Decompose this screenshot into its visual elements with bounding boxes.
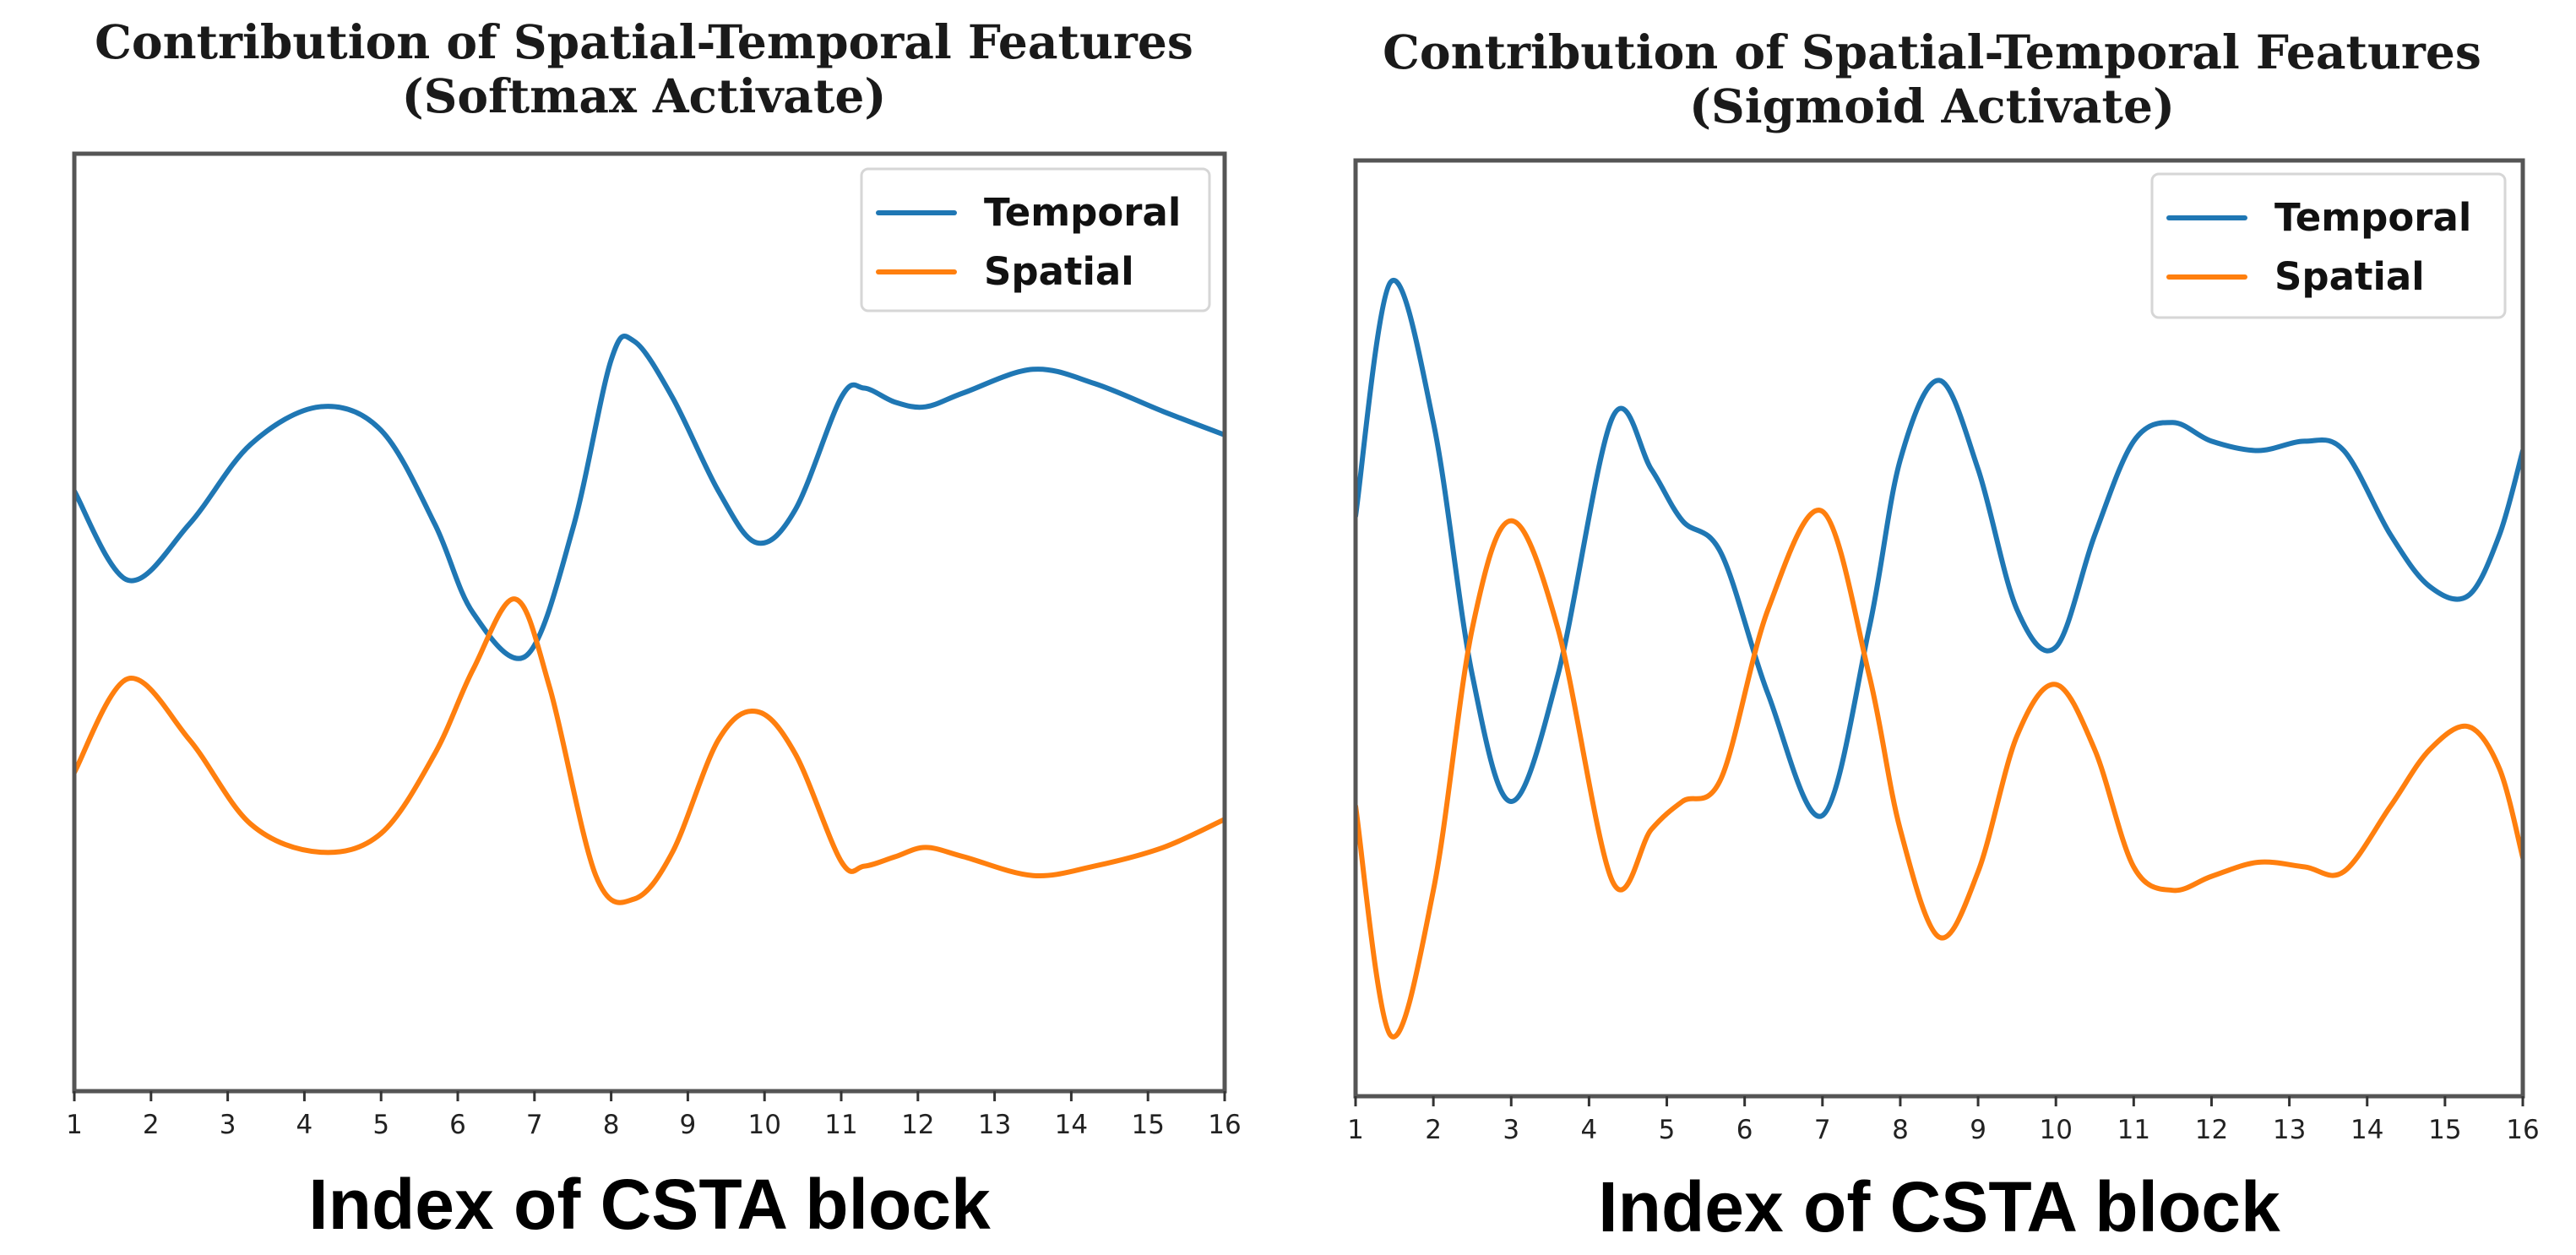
- x-tick-label: 16: [2506, 1115, 2539, 1145]
- x-tick-label: 3: [1503, 1115, 1519, 1145]
- x-tick-label: 4: [296, 1110, 313, 1140]
- x-tick-label: 5: [372, 1110, 389, 1140]
- x-tick-label: 12: [901, 1110, 934, 1140]
- legend: Temporal Spatial: [860, 167, 1211, 312]
- series-line-spatial: [74, 596, 1225, 905]
- series-line-temporal: [74, 334, 1225, 661]
- x-tick-label: 9: [1970, 1115, 1986, 1145]
- chart-title: Contribution of Spatial-Temporal Feature…: [0, 15, 1288, 123]
- plot-frame: [1353, 158, 2525, 1099]
- chart-title-line: Contribution of Spatial-Temporal Feature…: [95, 14, 1193, 69]
- x-tick-label: 15: [2428, 1115, 2461, 1145]
- legend-label-spatial: Spatial: [984, 249, 1134, 294]
- chart-title: Contribution of Spatial-Temporal Feature…: [1288, 25, 2576, 133]
- x-tick-label: 2: [143, 1110, 160, 1140]
- x-tick-label: 16: [1208, 1110, 1241, 1140]
- x-tick-label: 13: [978, 1110, 1011, 1140]
- plot-frame: [72, 151, 1227, 1094]
- x-axis-label: Index of CSTA block: [1598, 1167, 2280, 1247]
- chart-title-line: Contribution of Spatial-Temporal Feature…: [1383, 24, 2481, 79]
- x-tick-label: 9: [680, 1110, 697, 1140]
- x-tick-label: 13: [2273, 1115, 2306, 1145]
- x-tick-label: 1: [1347, 1115, 1364, 1145]
- x-tick-label: 6: [1736, 1115, 1753, 1145]
- legend-label-temporal: Temporal: [984, 190, 1181, 235]
- x-tick-label: 2: [1425, 1115, 1442, 1145]
- x-tick-label: 7: [526, 1110, 543, 1140]
- x-axis-label: Index of CSTA block: [308, 1165, 991, 1244]
- x-tick-label: 3: [220, 1110, 236, 1140]
- chart-subtitle-line: (Sigmoid Activate): [1689, 79, 2175, 133]
- x-tick-label: 4: [1581, 1115, 1598, 1145]
- series-line-spatial: [1356, 508, 2523, 1040]
- series-line-temporal: [1356, 277, 2523, 819]
- legend-box: [860, 167, 1211, 312]
- x-tick-label: 14: [2350, 1115, 2383, 1145]
- x-tick-label: 6: [449, 1110, 466, 1140]
- x-tick-label: 7: [1814, 1115, 1831, 1145]
- x-tick-label: 10: [747, 1110, 780, 1140]
- x-tick-label: 11: [824, 1110, 857, 1140]
- legend-label-temporal: Temporal: [2274, 195, 2471, 240]
- x-tick-label: 14: [1055, 1110, 1088, 1140]
- x-tick-label: 15: [1131, 1110, 1164, 1140]
- x-tick-label: 8: [603, 1110, 620, 1140]
- x-tick-label: 12: [2195, 1115, 2228, 1145]
- chart-panel-softmax: Contribution of Spatial-Temporal Feature…: [0, 15, 1288, 1245]
- chart-panel-sigmoid: Contribution of Spatial-Temporal Feature…: [1288, 0, 2576, 1255]
- legend: Temporal Spatial: [2150, 172, 2507, 319]
- x-tick-label: 11: [2117, 1115, 2150, 1145]
- x-tick-label: 5: [1659, 1115, 1676, 1145]
- legend-box: [2150, 172, 2507, 319]
- x-tick-label: 1: [66, 1110, 83, 1140]
- legend-label-spatial: Spatial: [2274, 254, 2425, 299]
- x-tick-label: 8: [1892, 1115, 1909, 1145]
- chart-subtitle-line: (Softmax Activate): [401, 68, 887, 123]
- x-tick-label: 10: [2039, 1115, 2072, 1145]
